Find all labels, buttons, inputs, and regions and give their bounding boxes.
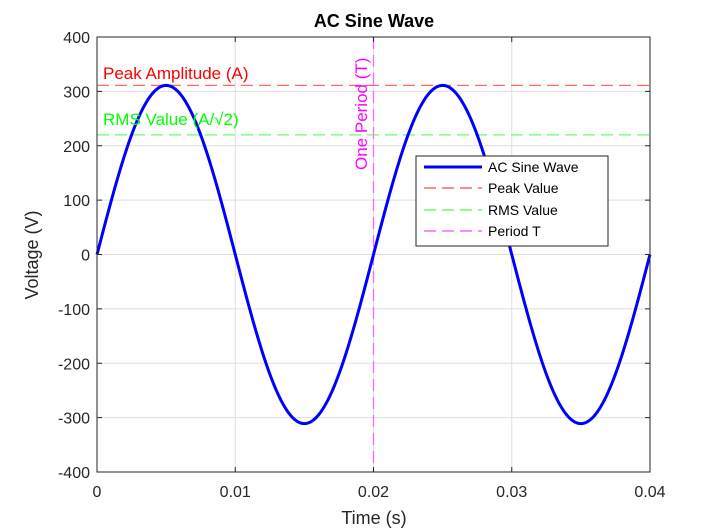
series-layer: [95, 37, 652, 472]
x-tick-label: 0.01: [220, 484, 251, 501]
legend-label-rms: RMS Value: [488, 202, 558, 218]
axis-ticks: [96, 36, 651, 473]
y-axis-label: Voltage (V): [22, 210, 42, 299]
legend-label-sine: AC Sine Wave: [488, 159, 579, 175]
chart-title: AC Sine Wave: [314, 11, 434, 31]
y-tick-label: 200: [63, 139, 90, 156]
y-tick-label: 400: [63, 30, 90, 47]
x-tick-label: 0.04: [634, 484, 665, 501]
legend-label-period: Period T: [488, 223, 541, 239]
peak-annotation: Peak Amplitude (A): [103, 64, 249, 83]
y-tick-label: -100: [58, 302, 90, 319]
sine-wave-series: [95, 83, 652, 426]
tick-labels: 0 0.01 0.02 0.03 0.04 -400 -300 -200 -100 0 100 200…: [58, 30, 666, 501]
x-tick-label: 0: [93, 484, 102, 501]
x-tick-label: 0.03: [496, 484, 527, 501]
y-tick-label: 300: [63, 84, 90, 101]
legend: AC Sine Wave Peak Value RMS Value Period…: [415, 155, 609, 247]
period-annotation: One Period (T): [352, 58, 371, 170]
legend-label-peak: Peak Value: [488, 180, 559, 196]
x-axis-label: Time (s): [341, 508, 406, 528]
rms-annotation: RMS Value (A/√2): [103, 110, 239, 129]
x-tick-label: 0.02: [358, 484, 389, 501]
y-tick-label: -400: [58, 465, 90, 482]
y-tick-label: 0: [81, 248, 90, 265]
y-tick-label: 100: [63, 193, 90, 210]
y-tick-label: -200: [58, 356, 90, 373]
y-tick-label: -300: [58, 411, 90, 428]
